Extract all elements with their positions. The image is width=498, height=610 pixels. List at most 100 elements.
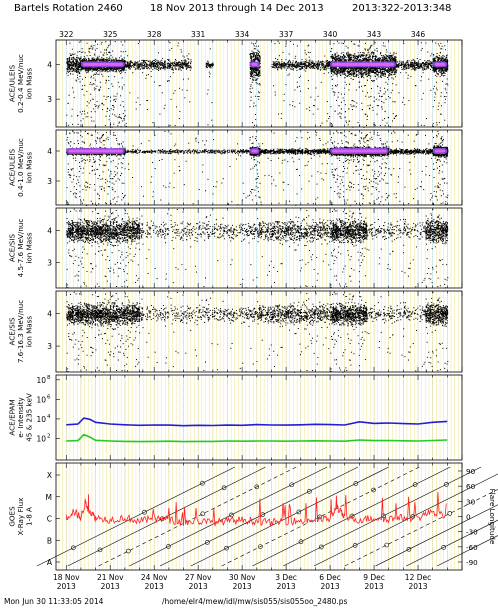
data-point — [130, 62, 132, 64]
data-point — [278, 61, 280, 63]
data-point — [117, 67, 119, 69]
data-point — [68, 61, 70, 63]
data-point — [147, 100, 149, 102]
data-point — [254, 68, 256, 70]
data-point — [122, 120, 124, 122]
data-point — [383, 58, 385, 60]
data-point — [127, 55, 129, 57]
data-point — [96, 58, 98, 60]
data-point — [279, 67, 281, 69]
data-point — [155, 63, 157, 65]
data-point — [205, 63, 207, 65]
data-point — [162, 68, 164, 70]
data-point — [180, 64, 182, 66]
data-point — [137, 64, 139, 66]
data-point — [146, 63, 148, 65]
data-point — [348, 89, 350, 91]
data-point — [78, 41, 80, 43]
data-point — [188, 58, 190, 60]
data-point — [180, 69, 182, 71]
data-point — [98, 55, 100, 57]
data-point — [72, 69, 74, 71]
data-point — [207, 64, 209, 66]
data-point — [121, 67, 123, 69]
data-point — [250, 53, 252, 55]
data-point — [70, 58, 72, 60]
data-point — [252, 68, 254, 70]
data-point — [326, 120, 328, 122]
data-point — [92, 60, 94, 62]
data-point — [278, 55, 280, 57]
data-point — [322, 64, 324, 66]
data-point — [120, 117, 122, 119]
data-point — [170, 62, 172, 64]
data-point — [68, 65, 70, 67]
data-point — [81, 48, 83, 50]
data-point — [321, 63, 323, 65]
data-point — [128, 64, 130, 66]
data-point — [166, 80, 168, 82]
data-point — [251, 42, 253, 44]
data-point — [167, 66, 169, 68]
data-point — [310, 67, 312, 69]
data-point — [91, 57, 93, 59]
data-point — [321, 67, 323, 69]
data-point — [256, 74, 258, 76]
data-point — [108, 58, 110, 60]
data-point — [297, 63, 299, 65]
data-point — [386, 51, 388, 53]
data-point — [107, 107, 109, 109]
data-point — [320, 81, 322, 83]
data-point — [259, 66, 261, 68]
data-point — [130, 65, 132, 67]
data-point — [183, 64, 185, 66]
data-point — [319, 69, 321, 71]
data-point — [69, 53, 71, 55]
top-doy-tick-label: 346 — [411, 30, 426, 39]
data-point — [316, 65, 318, 67]
data-point — [378, 76, 380, 78]
data-point — [292, 62, 294, 64]
data-point — [253, 75, 255, 77]
data-point — [296, 69, 298, 71]
data-point — [312, 66, 314, 68]
data-point — [156, 65, 158, 67]
data-point — [283, 61, 285, 63]
data-point — [136, 68, 138, 70]
data-point — [187, 66, 189, 68]
data-point — [94, 60, 96, 62]
data-point — [347, 73, 349, 75]
data-point — [69, 67, 71, 69]
data-point — [92, 83, 94, 85]
data-point — [258, 61, 260, 63]
data-point — [160, 60, 162, 62]
data-point — [111, 58, 113, 60]
data-point — [292, 65, 294, 67]
data-point — [395, 56, 397, 58]
data-point — [118, 68, 120, 70]
data-point — [138, 65, 140, 67]
data-point — [156, 61, 158, 63]
data-point — [154, 60, 156, 62]
data-point — [308, 56, 310, 58]
data-point — [160, 67, 162, 69]
data-point — [308, 106, 310, 108]
data-point — [153, 64, 155, 66]
data-point — [72, 64, 74, 66]
data-point — [169, 66, 171, 68]
data-point — [101, 70, 103, 72]
data-point — [153, 61, 155, 63]
data-point — [80, 70, 82, 72]
data-point — [251, 59, 253, 61]
data-point — [183, 64, 185, 66]
data-point — [164, 60, 166, 62]
data-point — [93, 69, 95, 71]
data-point — [157, 69, 159, 71]
data-point — [164, 66, 166, 68]
data-point — [127, 65, 129, 67]
data-point — [186, 68, 188, 70]
data-point — [103, 68, 105, 70]
data-point — [77, 51, 79, 53]
data-point — [143, 67, 145, 69]
data-point — [255, 82, 257, 84]
